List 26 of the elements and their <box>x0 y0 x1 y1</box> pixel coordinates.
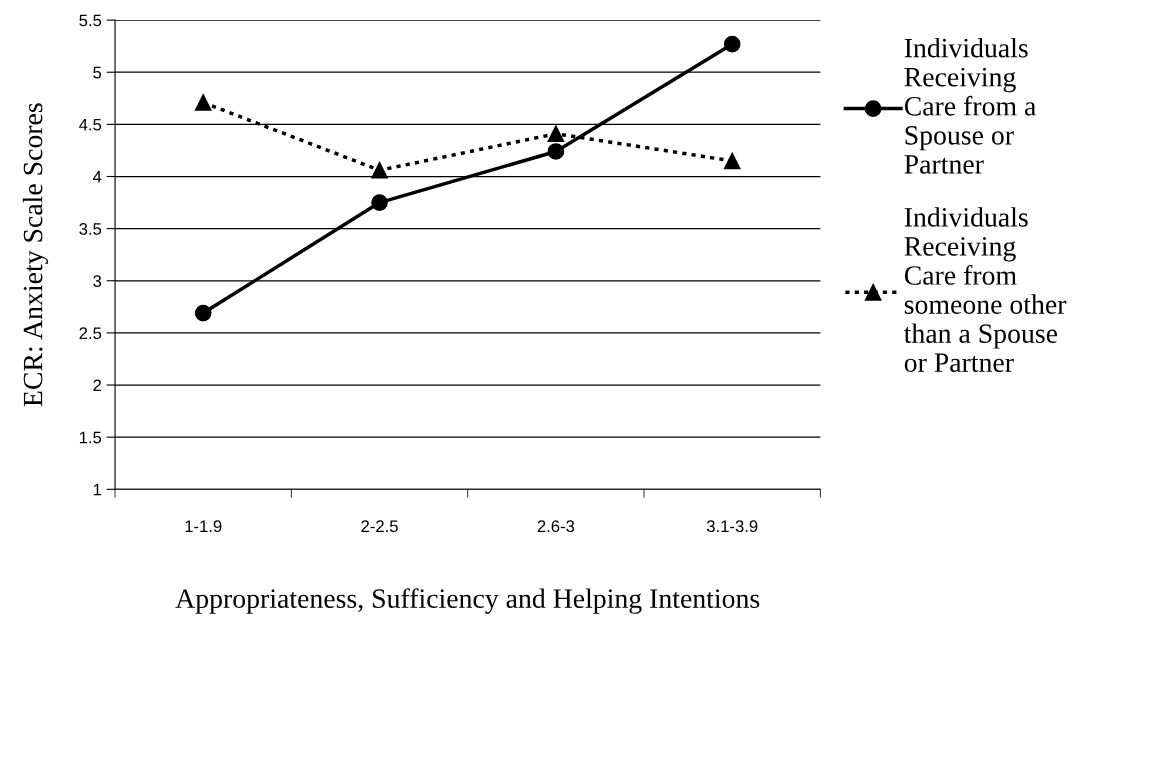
y-tick-label: 4.5 <box>79 118 102 131</box>
y-tick-label: 4 <box>92 171 102 183</box>
x-tick-label: 2.6-3 <box>537 520 575 533</box>
y-tick-label: 2 <box>93 379 102 392</box>
y-tick-label: 5.5 <box>79 14 102 27</box>
y-tick-label: 3 <box>93 275 102 287</box>
point <box>194 94 212 111</box>
point <box>547 143 565 160</box>
point <box>371 194 388 211</box>
y-tick-label: 3.5 <box>79 223 102 235</box>
point <box>723 35 741 53</box>
point <box>547 125 565 143</box>
x-tick-label: 2-2.5 <box>361 520 398 533</box>
y-tick-label: 1 <box>93 483 102 496</box>
legend-label: Individuals Receiving Care from someone other than a Spouse or Partner <box>903 207 1067 373</box>
y-tick-label: 1.5 <box>79 431 102 444</box>
legend-label: Individuals Receiving Care from a Spouse or Partner <box>904 37 1036 174</box>
y-tick-label: 2.5 <box>79 327 102 340</box>
y-axis-title: ECR: Anxiety Scale Scores <box>22 103 49 407</box>
x-axis-title: Appropriateness, Sufficiency and Helping Intentions <box>175 588 760 614</box>
x-tick-label: 1-1.9 <box>185 520 222 533</box>
point <box>194 304 212 322</box>
x-tick-label: 3.1-3.9 <box>706 520 758 533</box>
point <box>371 161 388 179</box>
point <box>723 152 741 170</box>
y-tick-label: 5 <box>93 66 102 79</box>
